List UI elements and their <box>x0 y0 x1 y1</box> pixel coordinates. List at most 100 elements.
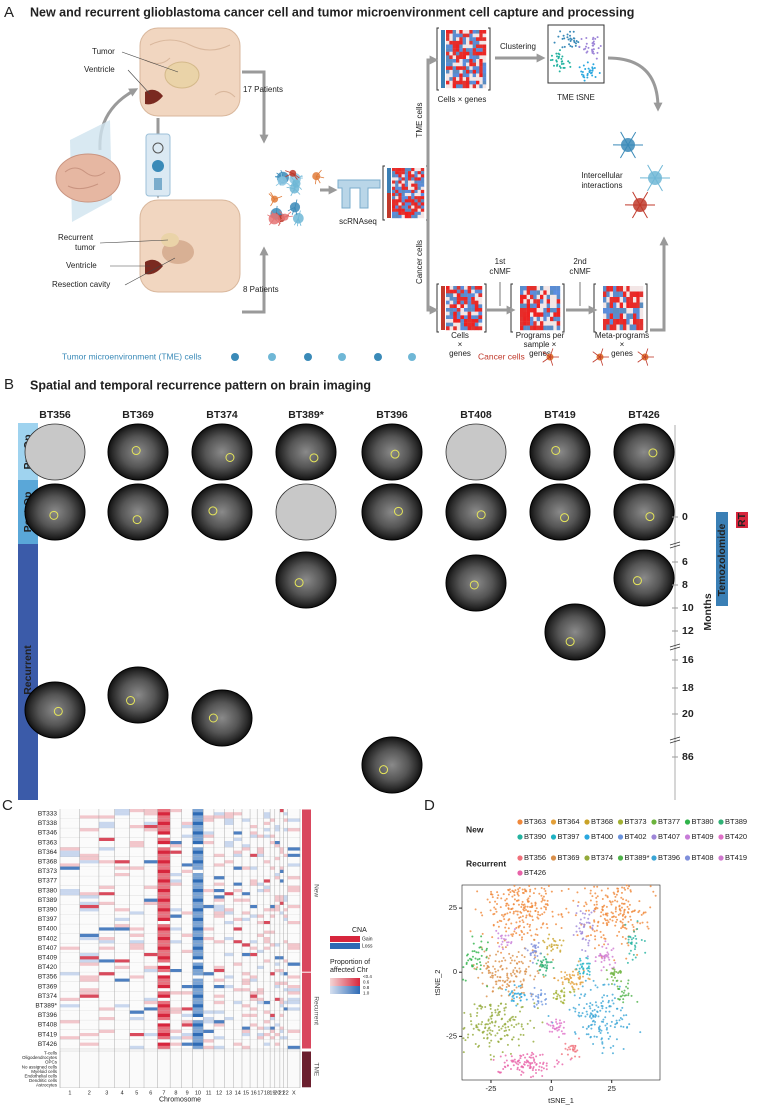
tsne-point <box>616 1022 618 1024</box>
cna-cell <box>60 1001 80 1004</box>
cna-cell <box>99 1011 115 1014</box>
matrix-cell <box>479 45 483 49</box>
cna-cell <box>270 915 275 918</box>
cna-cell <box>264 950 271 953</box>
sample-label: BT374 <box>206 409 238 421</box>
cna-cell <box>115 867 130 870</box>
matrix-cell <box>553 326 557 331</box>
tsne-point <box>600 915 602 917</box>
tsne-point <box>475 1024 477 1026</box>
matrix-cell <box>469 84 473 88</box>
cna-cell <box>257 985 264 988</box>
cna-cell <box>288 953 301 956</box>
cna-cell <box>275 873 280 876</box>
cna-cell <box>270 991 275 994</box>
tsne-thumb-dot <box>591 52 593 54</box>
cna-cell <box>250 1011 257 1014</box>
matrix-cell <box>463 74 467 78</box>
cna-cell <box>270 927 275 930</box>
cna-cell <box>284 937 288 940</box>
matrix-cell <box>395 193 398 196</box>
cna-cell <box>280 943 284 946</box>
tsne-point <box>579 997 581 999</box>
tsne-point <box>558 1061 560 1063</box>
tsne-thumb-dot <box>596 52 598 54</box>
cna-cell <box>99 988 115 991</box>
cna-cell <box>170 991 182 994</box>
cna-cell <box>115 988 130 991</box>
cna-cell <box>60 822 80 825</box>
cna-cell <box>275 828 280 831</box>
tsne-thumb-dot <box>556 55 558 57</box>
cna-cell <box>203 863 214 866</box>
cna-cell <box>284 905 288 908</box>
cna-cell <box>284 1011 288 1014</box>
cna-cell <box>284 943 288 946</box>
tsne-thumb-dot <box>563 35 565 37</box>
tsne-point <box>475 968 477 970</box>
tsne-thumb-dot <box>596 58 598 60</box>
sample-label: BT408 <box>460 409 492 421</box>
cna-cell <box>99 854 115 857</box>
cna-cell <box>234 870 243 873</box>
cna-cell <box>257 947 264 950</box>
tsne-thumb-dot <box>578 46 580 48</box>
cna-cell <box>275 1004 280 1007</box>
cna-cell <box>115 921 130 924</box>
tsne-point <box>606 995 608 997</box>
cna-cell <box>144 1020 158 1023</box>
cna-cell <box>60 950 80 953</box>
matrix-cell <box>540 299 544 304</box>
tsne-point <box>589 963 591 965</box>
tsne-point <box>514 898 516 900</box>
cna-cell <box>270 870 275 873</box>
tsne-point <box>522 1066 524 1068</box>
matrix-cell <box>540 308 544 313</box>
cna-cell <box>203 831 214 834</box>
cna-cell <box>203 1007 214 1010</box>
cna-cell <box>280 831 284 834</box>
tsne-point <box>542 1054 544 1056</box>
matrix-cell <box>476 63 480 67</box>
cna-cell <box>214 953 225 956</box>
tsne-point <box>617 972 619 974</box>
tsne-point <box>601 1052 603 1054</box>
cna-cell <box>242 924 250 927</box>
matrix-cell <box>418 171 421 174</box>
cna-cell <box>257 1043 264 1046</box>
tsne-point <box>576 931 578 933</box>
cna-cell <box>275 1033 280 1036</box>
matrix-cell <box>414 212 417 215</box>
matrix-cell <box>553 312 557 317</box>
matrix-cell <box>395 215 398 218</box>
matrix-cell <box>475 304 479 308</box>
matrix-cell <box>456 41 460 45</box>
matrix-cell <box>640 325 644 331</box>
cna-cell <box>80 1023 99 1026</box>
matrix-cell <box>468 293 472 297</box>
tsne-point <box>602 1021 604 1023</box>
cna-cell <box>257 911 264 914</box>
cna-cell <box>144 867 158 870</box>
matrix-cell <box>411 202 414 205</box>
cna-cell <box>193 876 204 879</box>
tsne-point <box>535 933 537 935</box>
legend-icons <box>231 348 654 365</box>
cna-cell <box>144 812 158 815</box>
tsne-point <box>600 911 602 913</box>
tsne-point <box>533 958 535 960</box>
tsne-point <box>470 959 472 961</box>
cna-cell <box>99 895 115 898</box>
cna-cell <box>170 1027 182 1030</box>
tsne-point <box>520 1055 522 1057</box>
matrix-cell <box>616 308 620 314</box>
cna-cell <box>130 931 145 934</box>
cna-cell <box>144 905 158 908</box>
cna-cell <box>214 819 225 822</box>
tsne-point <box>546 966 548 968</box>
tsne-point <box>541 913 543 915</box>
cna-cell <box>203 847 214 850</box>
matrix-cell <box>402 212 405 215</box>
cna-cell <box>115 940 130 943</box>
matrix-cell <box>446 323 450 327</box>
